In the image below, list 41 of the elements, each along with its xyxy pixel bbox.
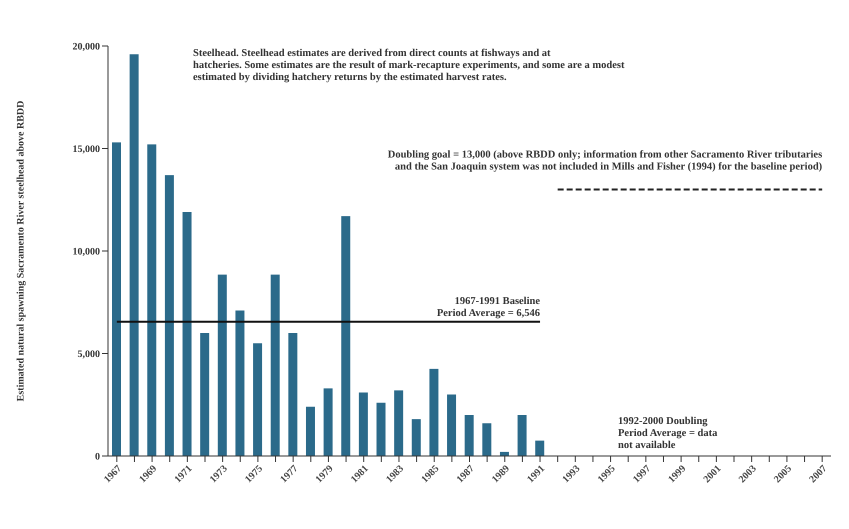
bar — [482, 423, 492, 456]
bar — [253, 343, 262, 456]
bar — [535, 440, 544, 456]
y-axis-title: Estimated natural spawning Sacramento River steelhead above RBDD — [16, 100, 27, 402]
bar — [112, 142, 121, 456]
x-tick-label: 1969 — [137, 463, 160, 486]
bar — [341, 216, 350, 456]
bar — [306, 406, 315, 456]
annotation: 1992-2000 Doubling Period Average = data not available — [618, 416, 718, 452]
bar — [235, 310, 244, 456]
bar — [412, 419, 421, 456]
x-tick-label: 1991 — [525, 463, 548, 486]
y-tick-label: 10,000 — [72, 246, 100, 258]
bar — [200, 333, 210, 456]
x-tick-label: 1989 — [490, 463, 512, 486]
y-tick-label: 15,000 — [72, 144, 100, 156]
x-tick-label: 1979 — [314, 463, 336, 486]
x-tick-label: 1981 — [348, 463, 371, 486]
bar — [270, 274, 280, 456]
y-tick-label: 5,000 — [78, 349, 100, 360]
bar — [394, 390, 404, 456]
y-tick-label: 20,000 — [72, 42, 100, 53]
bar — [518, 415, 527, 456]
bar — [324, 388, 333, 456]
bar — [464, 415, 474, 456]
x-tick-label: 1999 — [666, 463, 688, 486]
ref-line-label: Doubling goal = 13,000 (above RBDD only; information from other Sacramento River tributaries and the San Joaquin system was not included in Mills and Fisher (1994) for the baseline period) — [388, 150, 823, 172]
bar — [182, 212, 192, 456]
bar — [218, 274, 227, 456]
annotation: Steelhead. Steelhead estimates are derived from direct counts at fishways and at hatcheries. Some estimates are the result of mark-recapture experiments, and some are a modest estimated by dividing hatchery returns by the estimated harvest rates. — [193, 48, 626, 84]
bar — [130, 54, 139, 456]
bar — [288, 333, 298, 456]
ref-line-label: 1967-1991 Baseline Period Average = 6,546 — [436, 296, 540, 319]
bar — [147, 144, 156, 456]
x-tick-label: 1971 — [172, 463, 194, 486]
y-tick-label: 0 — [95, 452, 100, 463]
bar — [447, 394, 456, 456]
bar — [376, 402, 386, 456]
bar — [358, 392, 368, 456]
bar — [429, 368, 438, 456]
bar — [164, 175, 174, 456]
